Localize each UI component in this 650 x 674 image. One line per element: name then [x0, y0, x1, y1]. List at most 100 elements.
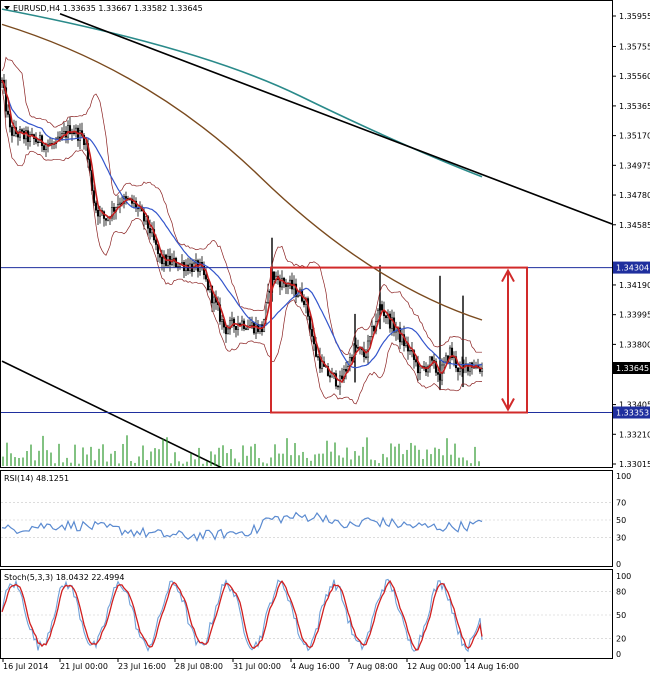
candle-body — [414, 359, 418, 363]
time-scale[interactable]: 16 Jul 2014 21 Jul 00:00 23 Jul 16:00 28 Ju… — [2, 658, 519, 671]
candle-body — [310, 329, 314, 337]
price-label: 1.35955 — [619, 12, 650, 21]
date-label: 31 Jul 00:00 — [233, 662, 281, 671]
candle-body — [388, 313, 392, 329]
stochastic-plot — [1, 578, 612, 653]
candle-body — [408, 350, 412, 352]
candle-body — [344, 369, 348, 372]
candle-body — [480, 368, 484, 372]
candle-body — [226, 328, 230, 335]
candle-body — [48, 142, 52, 145]
price-highlight-label: 1.34304 — [616, 264, 649, 273]
moving-average-brown — [1, 23, 483, 321]
candle-body — [68, 125, 72, 134]
candle-body — [232, 318, 236, 327]
candle-body — [266, 290, 270, 303]
price-label: 1.34780 — [619, 191, 650, 200]
stochastic-scale-label: 80 — [616, 588, 626, 597]
candle-body — [34, 138, 38, 143]
date-label: 7 Aug 08:00 — [349, 662, 398, 671]
candle-body — [364, 356, 368, 358]
candle-body — [286, 285, 290, 287]
candle-body — [110, 207, 114, 219]
price-label: 1.35560 — [619, 72, 650, 81]
bollinger-lower-band — [1, 89, 482, 405]
main-price-panel[interactable] — [0, 0, 613, 468]
candle-body — [220, 318, 224, 322]
rsi-scale: 100 70 50 30 0 — [616, 472, 631, 569]
bollinger-upper-band — [1, 56, 482, 355]
dropdown-triangle-icon[interactable] — [4, 6, 10, 10]
candle-body — [450, 347, 454, 359]
price-highlight-box — [613, 261, 650, 274]
candle-body — [434, 361, 438, 373]
candle-body — [380, 304, 384, 311]
rsi-scale-label: 70 — [616, 498, 626, 507]
candle-body — [302, 300, 306, 305]
candle-body — [92, 190, 96, 204]
candle-body — [228, 320, 232, 330]
candle-body — [328, 375, 332, 378]
candle-body — [160, 256, 164, 265]
candle-body — [78, 130, 82, 141]
stochastic-scale-label: 100 — [616, 572, 631, 581]
price-highlight-box — [613, 406, 650, 419]
date-label: 21 Jul 00:00 — [60, 662, 108, 671]
range-rectangle[interactable] — [270, 266, 528, 414]
stochastic-scale-label: 50 — [616, 611, 626, 620]
candle-body — [74, 127, 78, 134]
candle-body — [384, 315, 388, 319]
date-label: 14 Aug 16:00 — [465, 662, 519, 671]
candle-body — [158, 253, 162, 258]
stochastic-header: Stoch(5,3,3) 18.0432 22.4994 — [4, 573, 124, 582]
candle-body — [72, 132, 76, 134]
moving-average-red — [1, 79, 483, 384]
candle-body — [104, 218, 108, 221]
price-label: 1.33995 — [619, 311, 650, 320]
candle-body — [10, 126, 14, 136]
candle-body — [448, 347, 452, 363]
arrow-down-icon — [501, 398, 515, 412]
candle-body — [280, 277, 284, 288]
candle-body — [236, 323, 240, 330]
price-label: 1.33210 — [619, 430, 650, 439]
candle-body — [230, 318, 234, 322]
candle-body — [88, 159, 92, 171]
price-highlight-label: 1.33645 — [616, 364, 649, 373]
candle-body — [82, 135, 86, 145]
candle-body — [212, 296, 216, 304]
candle-body — [426, 366, 430, 373]
rsi-scale-label: 50 — [616, 516, 626, 525]
candle-body — [252, 322, 256, 334]
candle-body — [372, 326, 376, 332]
candle-body — [4, 87, 8, 112]
symbol-header: EURUSD,H4 1.33635 1.33667 1.33582 1.3364… — [4, 4, 203, 13]
candle-body — [144, 216, 148, 222]
date-label: 23 Jul 16:00 — [118, 662, 166, 671]
candle-body — [124, 196, 128, 199]
candle-body — [456, 367, 460, 372]
candle-body — [390, 317, 394, 329]
price-label: 1.34190 — [619, 281, 650, 290]
candle-body — [288, 279, 292, 286]
candle-body — [468, 362, 472, 372]
candle-body — [404, 342, 408, 346]
candle-body — [112, 207, 116, 212]
arrow-up-icon — [501, 268, 515, 283]
candle-body — [326, 366, 330, 376]
stochastic-signal-line — [1, 579, 483, 651]
price-highlight-box — [613, 362, 650, 374]
price-label: 1.35365 — [619, 102, 650, 111]
price-scale[interactable]: 1.35955 1.35755 1.35560 1.35365 1.35170 1.349… — [612, 12, 650, 469]
trendline-upper[interactable] — [59, 12, 612, 225]
candle-body — [368, 336, 372, 342]
candle-body — [20, 129, 24, 132]
candle-body — [96, 209, 100, 217]
trendline-lower[interactable] — [1, 360, 225, 469]
candle-body — [84, 143, 88, 145]
candle-body — [370, 326, 374, 337]
price-label: 1.35755 — [619, 42, 650, 51]
candle-body — [148, 228, 152, 234]
stochastic-scale: 100 80 50 20 0 — [616, 572, 631, 659]
